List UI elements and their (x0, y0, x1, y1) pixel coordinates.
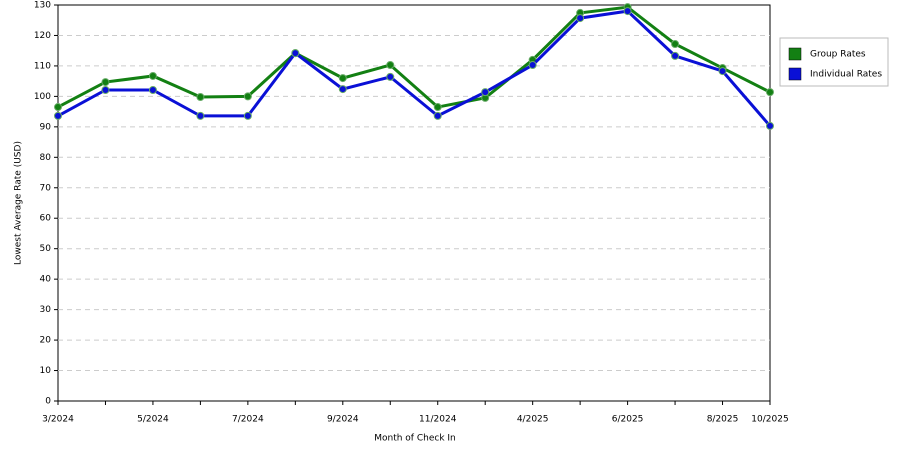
y-tick-label: 60 (40, 214, 52, 224)
y-tick-label: 30 (40, 305, 52, 315)
y-tick-label: 20 (40, 336, 52, 346)
x-tick-label: 6/2025 (612, 415, 644, 425)
y-axis-label: Lowest Average Rate (USD) (14, 141, 24, 265)
data-point (576, 14, 585, 23)
y-tick-label: 50 (40, 244, 52, 254)
y-tick-label: 120 (34, 31, 51, 41)
plot-area (57, 4, 771, 402)
data-point (243, 111, 252, 120)
data-point (671, 39, 680, 48)
x-axis-label: Month of Check In (374, 434, 456, 444)
y-tick-label: 130 (34, 1, 51, 11)
data-point (291, 49, 300, 58)
x-tick-label: 4/2025 (517, 415, 549, 425)
data-point (766, 88, 774, 97)
y-tick-label: 90 (40, 122, 52, 132)
data-point (54, 111, 62, 120)
data-point (386, 61, 395, 70)
data-point (101, 78, 110, 87)
data-point (433, 103, 442, 112)
data-point (243, 92, 252, 101)
series-line (57, 5, 771, 109)
data-point (101, 85, 110, 94)
data-point (196, 111, 205, 120)
series-line (57, 9, 772, 127)
data-point (54, 103, 62, 112)
x-tick-label: 11/2024 (419, 415, 457, 425)
data-point (718, 67, 727, 76)
legend-label: Group Rates (810, 50, 866, 60)
x-tick-label: 9/2024 (327, 415, 359, 425)
data-point (338, 74, 347, 83)
data-point (433, 111, 442, 120)
data-point (148, 71, 157, 80)
x-tick-label: 3/2024 (42, 415, 74, 425)
data-point (196, 92, 205, 101)
data-point (671, 51, 680, 60)
x-tick-label: 10/2025 (751, 415, 788, 425)
data-point (386, 72, 395, 81)
x-tick-label: 5/2024 (137, 415, 169, 425)
y-tick-label: 40 (40, 275, 52, 285)
x-tick-label: 7/2024 (232, 415, 264, 425)
legend-swatch (788, 67, 802, 81)
y-tick-label: 80 (40, 153, 52, 163)
y-tick-label: 0 (45, 397, 51, 407)
data-point (623, 7, 632, 16)
y-tick-label: 100 (34, 92, 51, 102)
data-point (481, 88, 490, 97)
y-tick-label: 10 (40, 366, 52, 376)
legend-swatch (788, 47, 802, 61)
data-point (148, 85, 157, 94)
data-point (338, 85, 347, 94)
x-tick-label: 8/2025 (707, 415, 739, 425)
y-tick-label: 70 (40, 183, 52, 193)
y-tick-label: 110 (34, 61, 51, 71)
data-point (766, 121, 774, 130)
data-point (528, 61, 537, 70)
legend-label: Individual Rates (810, 70, 882, 80)
